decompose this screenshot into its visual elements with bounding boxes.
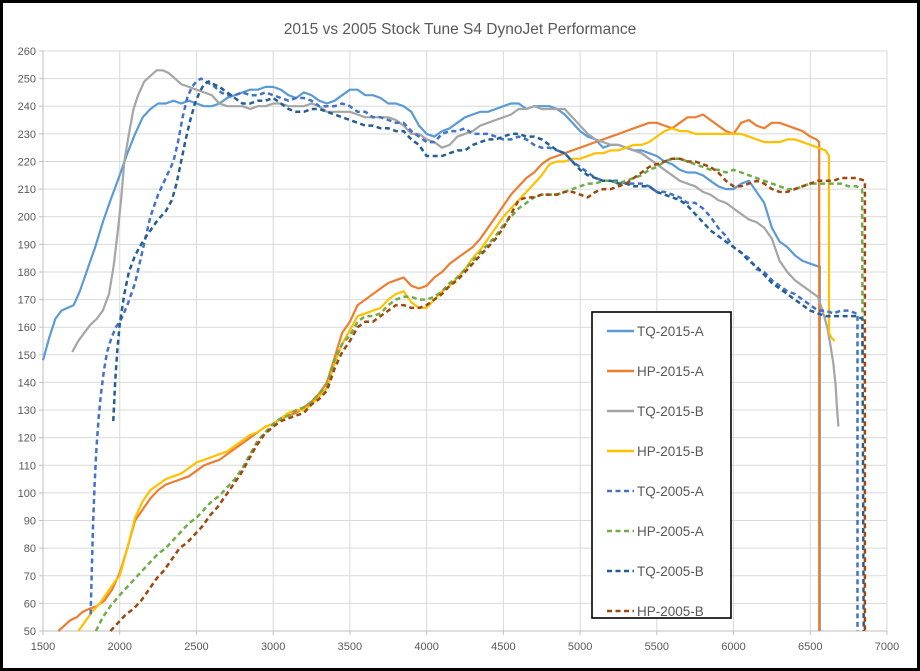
x-axis-label: 2500 (184, 641, 208, 653)
x-axis-label: 3000 (261, 641, 285, 653)
legend-item-HP-2005-A: HP-2005-A (637, 524, 704, 539)
x-axis-label: 2000 (107, 641, 131, 653)
legend-item-HP-2005-B: HP-2005-B (637, 604, 704, 619)
legend-item-HP-2015-A: HP-2015-A (637, 364, 704, 379)
x-axis-label: 5000 (568, 641, 592, 653)
x-axis-label: 6000 (721, 641, 745, 653)
series-line-TQ-2015-A (41, 85, 821, 631)
y-axis-label: 130 (18, 405, 36, 417)
y-axis-label: 70 (24, 571, 36, 583)
x-axis-label: 4000 (414, 641, 438, 653)
y-axis-label: 190 (18, 239, 36, 251)
legend-item-HP-2015-B: HP-2015-B (637, 444, 704, 459)
legend: TQ-2015-A HP-2015-A TQ-2015-B HP-2015-B TQ-2… (591, 311, 732, 619)
y-axis-label: 120 (18, 433, 36, 445)
axes: 50 60 70 80 90 100 110 120 130 140 150 160 170 180 190… (18, 46, 900, 653)
x-axis-label: 3500 (338, 641, 362, 653)
y-axis-label: 200 (18, 212, 36, 224)
series-line-HP-2015-A (57, 113, 821, 632)
y-axis-label: 140 (18, 377, 36, 389)
legend-item-TQ-2005-B: TQ-2005-B (637, 564, 704, 579)
x-axis-label: 7000 (875, 641, 899, 653)
y-axis-label: 50 (24, 626, 36, 638)
series-line-HP-2005-B (109, 157, 867, 632)
y-axis-label: 60 (24, 598, 36, 610)
dyno-line-chart: 50 60 70 80 90 100 110 120 130 140 150 160 170 180 190… (18, 21, 900, 653)
series-line-TQ-2015-B (71, 69, 840, 427)
y-axis-label: 260 (18, 46, 36, 58)
y-axis-label: 100 (18, 488, 36, 500)
series-line-TQ-2005-A (89, 77, 859, 631)
x-axis-label: 6500 (798, 641, 822, 653)
legend-item-TQ-2005-A: TQ-2005-A (637, 484, 704, 499)
series-lines (41, 69, 867, 632)
x-axis-label: 5500 (645, 641, 669, 653)
x-axis-label: 1500 (31, 641, 55, 653)
series-line-HP-2015-B (77, 127, 836, 632)
legend-item-TQ-2015-A: TQ-2015-A (637, 324, 704, 339)
y-axis-label: 230 (18, 129, 36, 141)
y-axis-label: 110 (18, 460, 36, 472)
x-axis-label: 4500 (491, 641, 515, 653)
chart-title: 2015 vs 2005 Stock Tune S4 DynoJet Perfo… (284, 21, 636, 38)
y-axis-label: 250 (18, 74, 36, 86)
series-line-TQ-2005-B (112, 80, 865, 632)
y-axis-label: 160 (18, 322, 36, 334)
y-axis-label: 80 (24, 543, 36, 555)
y-axis-label: 180 (18, 267, 36, 279)
y-axis-label: 90 (24, 516, 36, 528)
series-line-HP-2005-A (94, 157, 865, 632)
y-axis-label: 220 (18, 156, 36, 168)
legend-item-TQ-2015-B: TQ-2015-B (637, 404, 704, 419)
y-axis-label: 240 (18, 101, 36, 113)
y-axis-label: 170 (18, 295, 36, 307)
legend-box (591, 311, 732, 619)
y-axis-label: 210 (18, 184, 36, 196)
y-axis-label: 150 (18, 350, 36, 362)
